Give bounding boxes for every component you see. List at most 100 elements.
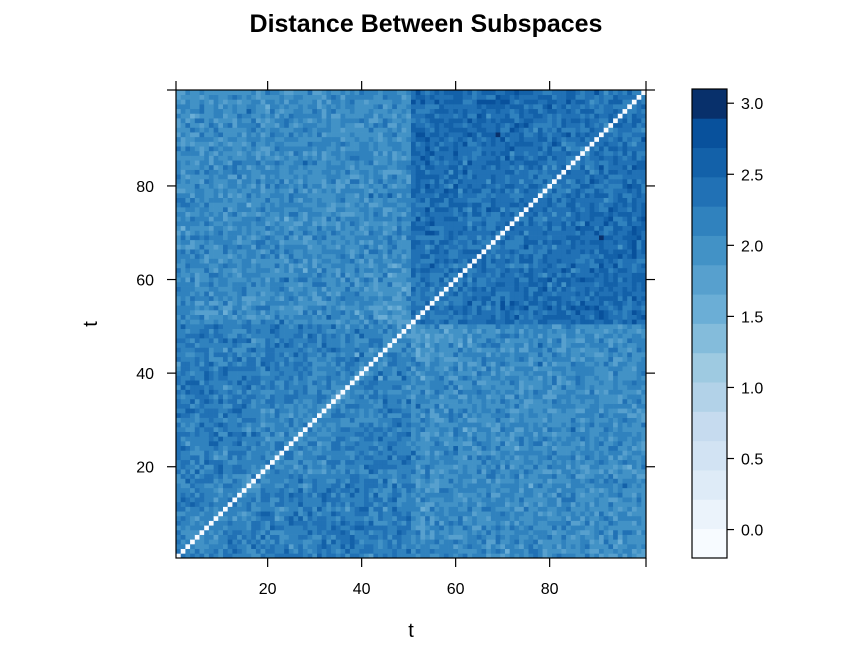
heatmap-cell — [368, 398, 374, 404]
heatmap-cell — [185, 221, 191, 227]
heatmap-cell — [274, 155, 280, 161]
heatmap-cell — [312, 319, 318, 325]
heatmap-cell — [326, 90, 332, 96]
heatmap-cell — [378, 113, 384, 119]
heatmap-cell — [246, 492, 252, 498]
heatmap-cell — [185, 197, 191, 203]
heatmap-cell — [260, 375, 266, 381]
heatmap-cell — [223, 417, 229, 423]
heatmap-cell — [317, 94, 323, 100]
heatmap-cell — [349, 459, 355, 465]
heatmap-cell — [302, 155, 308, 161]
heatmap-cell — [401, 342, 407, 348]
heatmap-cell — [176, 548, 182, 554]
heatmap-cell — [302, 473, 308, 479]
heatmap-cell — [359, 380, 365, 386]
heatmap-cell — [312, 436, 318, 442]
heatmap-cell — [246, 108, 252, 114]
heatmap-cell — [237, 104, 243, 110]
heatmap-cell — [227, 183, 233, 189]
heatmap-cell — [227, 197, 233, 203]
heatmap-cell — [180, 441, 186, 447]
heatmap-cell — [326, 497, 332, 503]
heatmap-cell — [302, 366, 308, 372]
heatmap-cell — [387, 305, 393, 311]
heatmap-cell — [270, 487, 276, 493]
heatmap-cell — [396, 412, 402, 418]
heatmap-cell — [335, 164, 341, 170]
heatmap-cell — [194, 146, 200, 152]
heatmap-cell — [199, 361, 205, 367]
heatmap-cell — [401, 230, 407, 236]
heatmap-cell — [246, 286, 252, 292]
heatmap-cell — [373, 375, 379, 381]
heatmap-cell — [298, 267, 304, 273]
heatmap-cell — [396, 370, 402, 376]
heatmap-cell — [335, 324, 341, 330]
heatmap-cell — [406, 389, 412, 395]
heatmap-cell — [354, 113, 360, 119]
heatmap-cell — [364, 94, 370, 100]
heatmap-cell — [227, 90, 233, 96]
heatmap-cell — [378, 300, 384, 306]
heatmap-cell — [284, 408, 290, 414]
heatmap-cell — [345, 174, 351, 180]
heatmap-cell — [387, 455, 393, 461]
heatmap-cell — [227, 417, 233, 423]
heatmap-cell — [312, 132, 318, 138]
heatmap-cell — [307, 464, 313, 470]
heatmap-cell — [317, 543, 323, 549]
heatmap-cell — [176, 361, 182, 367]
heatmap-cell — [251, 403, 257, 409]
heatmap-cell — [251, 263, 257, 269]
heatmap-cell — [321, 155, 327, 161]
heatmap-cell — [373, 529, 379, 535]
heatmap-cell — [401, 211, 407, 217]
heatmap-cell — [326, 164, 332, 170]
heatmap-cell — [260, 525, 266, 531]
heatmap-cell — [378, 108, 384, 114]
heatmap-cell — [364, 202, 370, 208]
heatmap-cell — [326, 94, 332, 100]
heatmap-cell — [345, 412, 351, 418]
heatmap-cell — [302, 160, 308, 166]
heatmap-cell — [373, 221, 379, 227]
heatmap-cell — [364, 253, 370, 259]
heatmap-cell — [194, 548, 200, 554]
heatmap-cell — [345, 202, 351, 208]
heatmap-cell — [312, 244, 318, 250]
heatmap-cell — [354, 90, 360, 96]
heatmap-cell — [255, 267, 261, 273]
heatmap-cell — [307, 291, 313, 297]
heatmap-cell — [406, 281, 412, 287]
heatmap-cell — [176, 108, 182, 114]
heatmap-cell — [406, 525, 412, 531]
heatmap-cell — [326, 394, 332, 400]
heatmap-cell — [223, 398, 229, 404]
heatmap-cell — [345, 333, 351, 339]
heatmap-cell — [237, 178, 243, 184]
heatmap-cell — [208, 324, 214, 330]
heatmap-cell — [298, 403, 304, 409]
heatmap-cell — [218, 249, 224, 255]
heatmap-cell — [274, 529, 280, 535]
heatmap-cell — [359, 281, 365, 287]
heatmap-cell — [232, 155, 238, 161]
heatmap-cell — [368, 230, 374, 236]
heatmap-cell — [307, 539, 313, 545]
heatmap-cell — [213, 394, 219, 400]
heatmap-cell — [237, 118, 243, 124]
heatmap-cell — [227, 543, 233, 549]
heatmap-cell — [401, 286, 407, 292]
heatmap-cell — [373, 380, 379, 386]
heatmap-cell — [241, 417, 247, 423]
heatmap-cell — [392, 342, 398, 348]
heatmap-cell — [270, 295, 276, 301]
heatmap-cell — [378, 90, 384, 96]
heatmap-cell — [284, 497, 290, 503]
heatmap-cell — [213, 483, 219, 489]
heatmap-cell — [382, 370, 388, 376]
heatmap-cell — [218, 324, 224, 330]
heatmap-cell — [340, 277, 346, 283]
heatmap-cell — [387, 197, 393, 203]
